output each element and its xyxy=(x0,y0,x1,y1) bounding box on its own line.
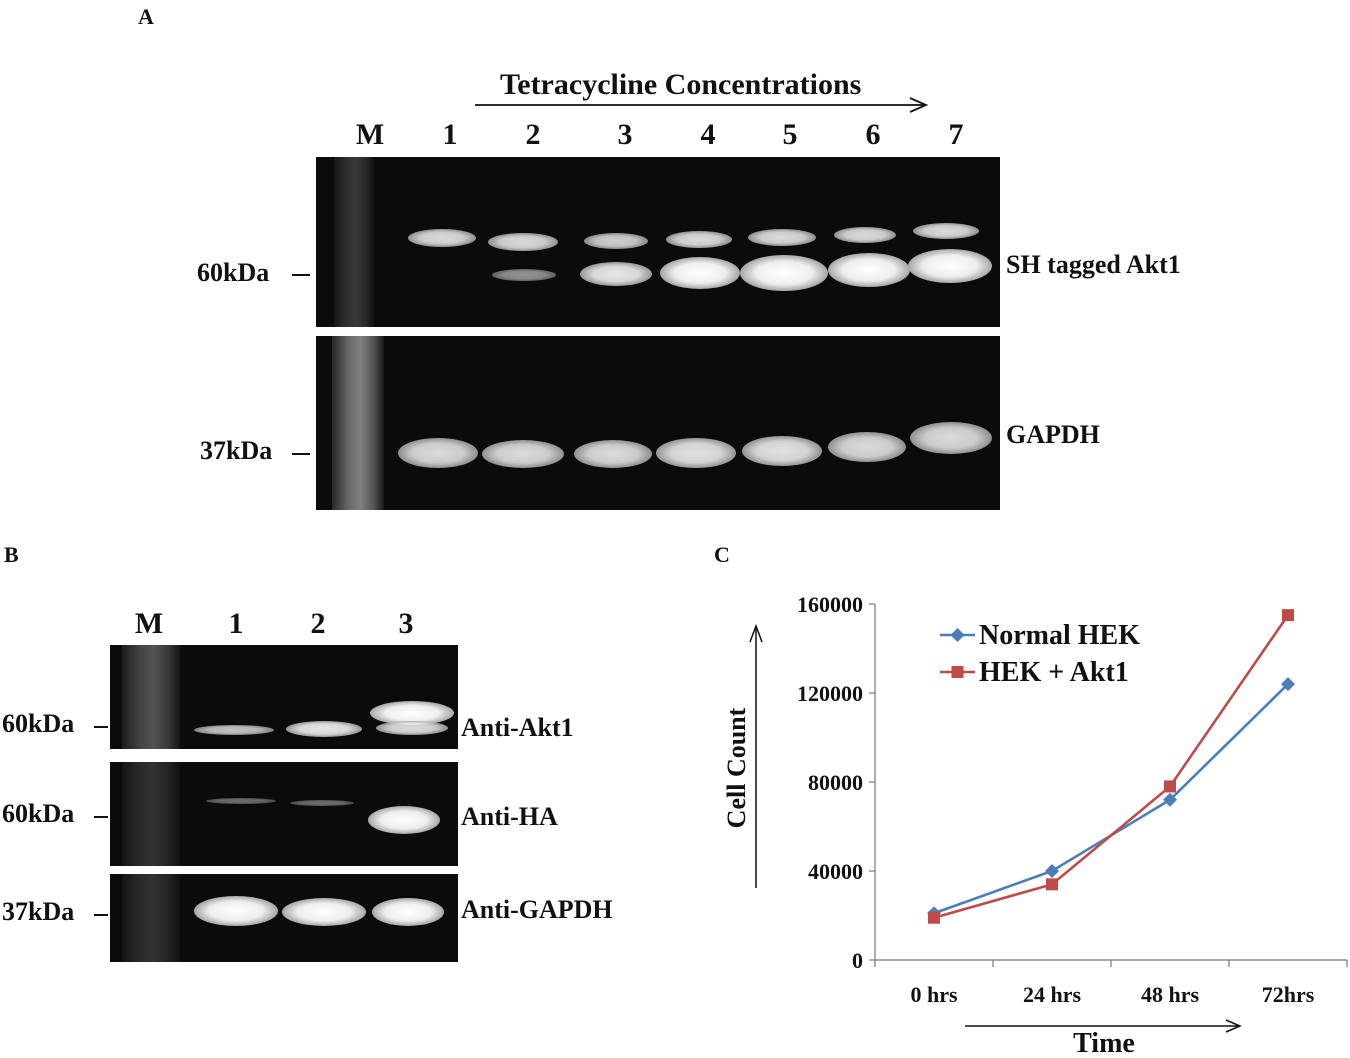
marker-60kda: 60kDa xyxy=(2,709,75,738)
y-tick-label: 40000 xyxy=(808,859,863,884)
series-line xyxy=(933,614,1290,919)
band xyxy=(580,262,652,286)
lane-label: 2 xyxy=(310,607,326,640)
lane-label: 2 xyxy=(525,118,541,151)
legend-label: Normal HEK xyxy=(979,620,1140,651)
band xyxy=(286,721,362,737)
blot-anti-gapdh xyxy=(110,874,458,962)
band xyxy=(656,438,736,468)
lane-label: 4 xyxy=(700,118,716,151)
blot-gapdh-panel-a xyxy=(316,336,1000,510)
lane-label: 6 xyxy=(865,118,881,151)
marker-tick xyxy=(94,816,108,818)
lane-label: M xyxy=(355,118,385,151)
data-point xyxy=(1045,864,1059,878)
data-point xyxy=(928,911,940,924)
x-tick-label: 24 hrs xyxy=(1023,982,1082,1007)
marker-lane xyxy=(332,336,384,510)
lane-label: 1 xyxy=(442,118,458,151)
legend-swatch-marker xyxy=(950,628,965,642)
band xyxy=(492,269,556,281)
panel-c-label: C xyxy=(714,542,730,567)
band xyxy=(282,898,366,926)
band xyxy=(206,798,276,804)
marker-tick xyxy=(292,453,310,455)
band xyxy=(908,249,992,283)
lane-label: 3 xyxy=(617,118,633,151)
x-tick-label: 72hrs xyxy=(1262,982,1315,1007)
band xyxy=(372,898,444,926)
lane-label: 7 xyxy=(948,118,964,151)
marker-tick xyxy=(94,726,108,728)
data-point xyxy=(1046,878,1058,891)
marker-lane xyxy=(122,645,180,749)
blot-label-anti-ha: Anti-HA xyxy=(461,802,558,831)
band xyxy=(408,229,476,247)
marker-60kda: 60kDa xyxy=(197,258,270,287)
band xyxy=(748,229,816,246)
band xyxy=(194,896,278,926)
band xyxy=(574,440,652,468)
band xyxy=(828,432,906,462)
y-axis-arrow-head xyxy=(749,623,763,643)
blot-label-gapdh: GAPDH xyxy=(1006,420,1100,449)
legend-label: HEK + Akt1 xyxy=(979,657,1129,688)
band xyxy=(828,253,910,287)
band xyxy=(834,227,896,243)
x-axis-arrow-head xyxy=(1225,1019,1242,1033)
lane-label: 3 xyxy=(398,607,414,640)
band xyxy=(398,438,478,468)
band xyxy=(290,800,354,806)
band xyxy=(194,725,274,735)
tetracycline-header: Tetracycline Concentrations xyxy=(500,68,862,101)
band xyxy=(482,440,564,468)
band xyxy=(740,255,828,291)
band xyxy=(666,231,732,248)
band xyxy=(742,436,822,466)
marker-tick xyxy=(292,274,310,276)
data-point xyxy=(1281,677,1295,692)
lane-label: 1 xyxy=(228,607,244,640)
marker-37kda: 37kDa xyxy=(200,436,273,465)
band xyxy=(913,223,979,239)
marker-lane xyxy=(122,762,180,866)
y-tick-label: 0 xyxy=(852,948,863,973)
y-tick-label: 120000 xyxy=(797,681,863,706)
y-tick-label: 80000 xyxy=(808,770,863,795)
marker-37kda: 37kDa xyxy=(2,897,75,926)
tetracycline-arrow xyxy=(475,97,929,113)
blot-label-sh-akt1: SH tagged Akt1 xyxy=(1006,250,1181,279)
lane-label: 5 xyxy=(782,118,798,151)
blot-label-anti-akt1: Anti-Akt1 xyxy=(461,713,574,742)
lane-label: M xyxy=(134,607,164,640)
panel-a-label: A xyxy=(138,4,154,29)
band xyxy=(488,233,558,251)
data-point xyxy=(1163,792,1177,807)
band xyxy=(910,422,992,454)
blot-label-anti-gapdh: Anti-GAPDH xyxy=(461,895,613,924)
x-tick-label: 0 hrs xyxy=(910,982,958,1007)
y-tick-label: 160000 xyxy=(797,592,863,617)
panel-b-label: B xyxy=(4,542,19,567)
band xyxy=(376,721,448,735)
data-point xyxy=(1282,609,1294,622)
y-axis-label: Cell Count xyxy=(722,707,751,828)
x-tick-label: 48 hrs xyxy=(1141,982,1200,1007)
series-line xyxy=(933,683,1289,915)
blot-anti-akt1 xyxy=(110,645,458,749)
marker-lane xyxy=(334,157,374,327)
data-point xyxy=(1164,780,1176,793)
band xyxy=(368,806,440,834)
x-axis-label: Time xyxy=(1073,1028,1135,1058)
marker-tick xyxy=(94,914,108,916)
band xyxy=(584,233,648,249)
blot-anti-ha xyxy=(110,762,458,866)
marker-lane xyxy=(122,874,180,962)
band xyxy=(660,257,740,289)
blot-akt1-panel-a xyxy=(316,157,1000,327)
marker-60kda: 60kDa xyxy=(2,799,75,828)
legend-swatch-marker xyxy=(951,666,964,678)
